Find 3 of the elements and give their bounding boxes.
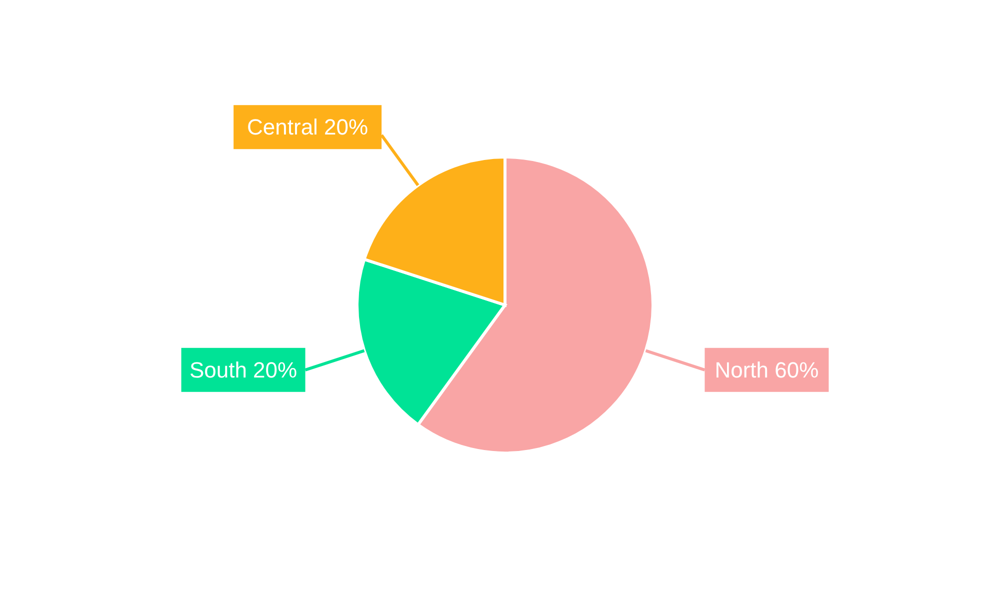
slice-label: South 20% xyxy=(189,357,298,382)
slice-label: North 60% xyxy=(714,357,819,382)
slice-label: Central 20% xyxy=(247,114,368,140)
